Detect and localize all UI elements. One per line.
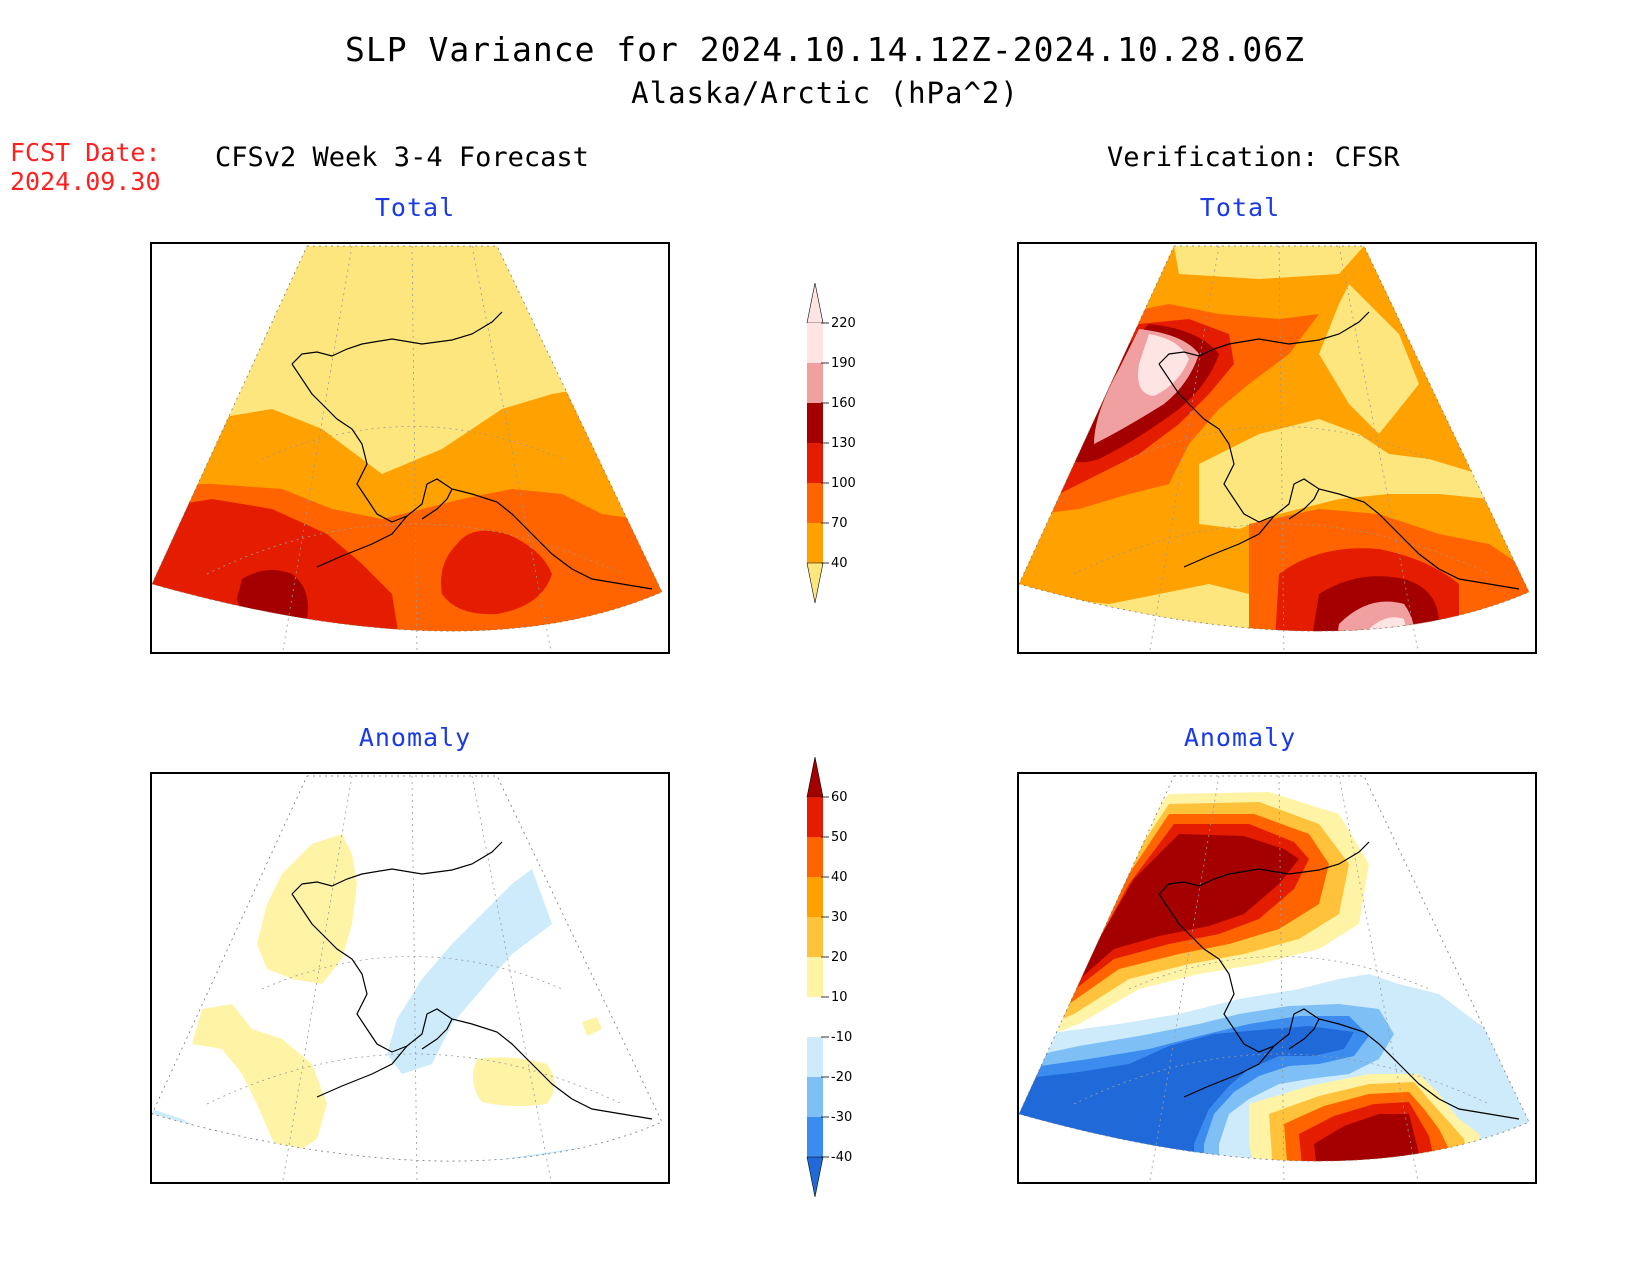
verification-total-map — [1017, 242, 1537, 654]
anomaly-colorbar-tick-label: 60 — [831, 790, 848, 805]
map-title: SLP Variance for 2024.10.14.12Z-2024.10.… — [345, 30, 1305, 69]
forecast-anomaly-title: Anomaly — [358, 723, 472, 752]
forecast-total-title: Total — [374, 193, 456, 222]
anomaly-colorbar-swatch — [807, 957, 823, 997]
anomaly-colorbar-swatch — [807, 1037, 823, 1077]
anomaly-colorbar-swatch — [807, 997, 823, 1037]
total-colorbar-tick-label: 100 — [831, 476, 856, 491]
anomaly-colorbar: -40 -30 -20 -10 10 20 30 40 50 60 — [806, 757, 852, 1198]
anomaly-colorbar-tick-label: 20 — [831, 950, 848, 965]
total-colorbar-tick-label: 160 — [831, 396, 856, 411]
total-colorbar-swatch — [807, 403, 823, 443]
anomaly-colorbar-swatch — [807, 877, 823, 917]
anomaly-colorbar-tick-label: 30 — [831, 910, 848, 925]
verification-column-heading: Verification: CFSR — [1107, 142, 1400, 173]
anomaly-colorbar-tick-label: 50 — [831, 830, 848, 845]
total-colorbar-tick-label: 190 — [831, 356, 856, 371]
total-colorbar-upper-extension — [806, 283, 824, 324]
total-colorbar-tick-label: 130 — [831, 436, 856, 451]
total-colorbar-lower-extension — [806, 562, 824, 604]
forecast-anomaly-map — [150, 772, 670, 1184]
total-colorbar-swatch — [807, 323, 823, 363]
forecast-column-heading: CFSv2 Week 3-4 Forecast — [215, 142, 589, 173]
anomaly-colorbar-tick-label: -20 — [831, 1070, 852, 1085]
coastline — [291, 311, 653, 590]
anomaly-colorbar-tick-label: 10 — [831, 990, 848, 1005]
verification-total-title: Total — [1199, 193, 1281, 222]
verification-anomaly-title: Anomaly — [1183, 723, 1297, 752]
anomaly-colorbar-tick-label: -10 — [831, 1030, 852, 1045]
anomaly-colorbar-tick-label: 40 — [831, 870, 848, 885]
anomaly-colorbar-tick-label: -30 — [831, 1110, 852, 1125]
coastline — [1158, 841, 1520, 1120]
anomaly-colorbar-tick-label: -40 — [831, 1150, 852, 1165]
total-colorbar-tick-label: 220 — [831, 316, 856, 331]
anomaly-colorbar-swatch — [807, 917, 823, 957]
anomaly-colorbar-upper-extension — [806, 757, 824, 798]
total-colorbar-swatch — [807, 443, 823, 483]
coastline — [1158, 311, 1520, 590]
forecast-total-map — [150, 242, 670, 654]
anomaly-colorbar-swatch — [807, 797, 823, 837]
anomaly-colorbar-swatch — [807, 1077, 823, 1117]
total-colorbar: 40 70 100 130 160 190 220 — [806, 283, 856, 604]
anomaly-colorbar-lower-extension — [806, 1156, 824, 1198]
total-colorbar-tick-label: 40 — [831, 556, 848, 571]
forecast-date-value: 2024.09.30 — [10, 167, 161, 196]
forecast-date-label: FCST Date: — [10, 138, 161, 167]
forecast-date-block: FCST Date: 2024.09.30 — [10, 138, 161, 196]
verification-anomaly-map — [1017, 772, 1537, 1184]
total-colorbar-swatch — [807, 363, 823, 403]
coastline — [291, 841, 653, 1120]
anomaly-colorbar-swatch — [807, 837, 823, 877]
map-subtitle: Alaska/Arctic (hPa^2) — [631, 76, 1019, 110]
total-colorbar-swatch — [807, 523, 823, 563]
total-colorbar-swatch — [807, 483, 823, 523]
anomaly-colorbar-swatch — [807, 1117, 823, 1157]
total-colorbar-tick-label: 70 — [831, 516, 848, 531]
